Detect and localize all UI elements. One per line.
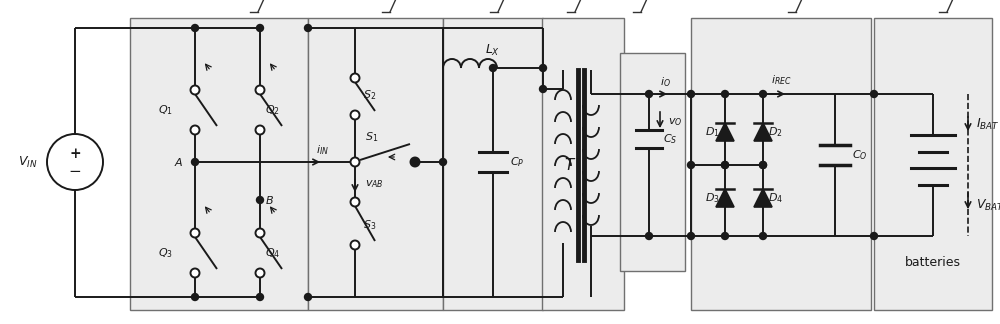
Text: $D_1$: $D_1$ [705,125,720,139]
Circle shape [870,90,878,98]
Circle shape [256,125,264,134]
Circle shape [256,294,264,300]
Bar [443,18,543,310]
Circle shape [411,157,420,167]
Circle shape [688,161,694,168]
Text: $S_3$: $S_3$ [363,218,376,232]
Bar [542,18,624,310]
Circle shape [760,161,767,168]
Circle shape [351,157,360,167]
Circle shape [190,269,200,277]
Circle shape [351,198,360,206]
Text: $D_3$: $D_3$ [705,191,720,205]
Circle shape [646,90,652,98]
Text: $v_{AB}$: $v_{AB}$ [365,178,384,190]
Circle shape [256,269,264,277]
Circle shape [760,90,767,98]
Polygon shape [716,189,734,207]
Text: $D_4$: $D_4$ [768,191,783,205]
Bar [620,53,685,271]
Text: $A$: $A$ [174,156,183,168]
Bar [874,18,992,310]
Text: $T$: $T$ [564,157,576,173]
Text: $C_P$: $C_P$ [510,155,524,169]
Circle shape [192,25,198,31]
Circle shape [256,25,264,31]
Circle shape [190,228,200,237]
Text: $I_{BAT}$: $I_{BAT}$ [976,116,1000,132]
Text: $Q_3$: $Q_3$ [158,246,173,260]
Circle shape [440,158,446,166]
Text: $L_X$: $L_X$ [485,42,501,58]
Text: $i_{REC}$: $i_{REC}$ [771,73,791,87]
Circle shape [540,64,546,72]
Text: $v_O$: $v_O$ [668,116,682,128]
Circle shape [688,233,694,239]
Circle shape [760,233,767,239]
Circle shape [412,158,418,166]
Circle shape [304,25,312,31]
Circle shape [351,110,360,120]
Circle shape [722,161,728,168]
Text: $Q_4$: $Q_4$ [265,246,280,260]
Text: $B$: $B$ [265,194,274,206]
Polygon shape [754,189,772,207]
Circle shape [351,240,360,249]
Text: $i_{IN}$: $i_{IN}$ [316,143,328,157]
Circle shape [646,233,652,239]
Circle shape [540,86,546,92]
Polygon shape [716,123,734,141]
Text: +: + [69,147,81,161]
Circle shape [256,228,264,237]
Text: $V_{IN}$: $V_{IN}$ [18,155,38,169]
Text: $C_O$: $C_O$ [852,148,868,162]
Circle shape [256,86,264,95]
Circle shape [870,233,878,239]
Circle shape [722,233,728,239]
Bar [130,18,308,310]
Circle shape [47,134,103,190]
Circle shape [490,64,496,72]
Text: $V_{BAT}$: $V_{BAT}$ [976,197,1000,213]
Bar [308,18,443,310]
Circle shape [192,294,198,300]
Circle shape [304,294,312,300]
Bar [691,18,871,310]
Circle shape [688,90,694,98]
Circle shape [190,86,200,95]
Text: $D_2$: $D_2$ [768,125,783,139]
Text: $S_1$: $S_1$ [365,130,378,144]
Polygon shape [754,123,772,141]
Circle shape [192,158,198,166]
Circle shape [352,158,358,166]
Circle shape [190,125,200,134]
Text: $Q_2$: $Q_2$ [265,103,280,117]
Text: $C_S$: $C_S$ [663,132,677,146]
Text: $-$: $-$ [68,163,82,177]
Circle shape [722,90,728,98]
Circle shape [722,161,728,168]
Text: $Q_1$: $Q_1$ [158,103,173,117]
Circle shape [256,196,264,203]
Text: $i_O$: $i_O$ [660,75,670,89]
Circle shape [760,161,767,168]
Circle shape [351,74,360,83]
Text: batteries: batteries [905,256,961,269]
Text: $S_2$: $S_2$ [363,88,376,102]
